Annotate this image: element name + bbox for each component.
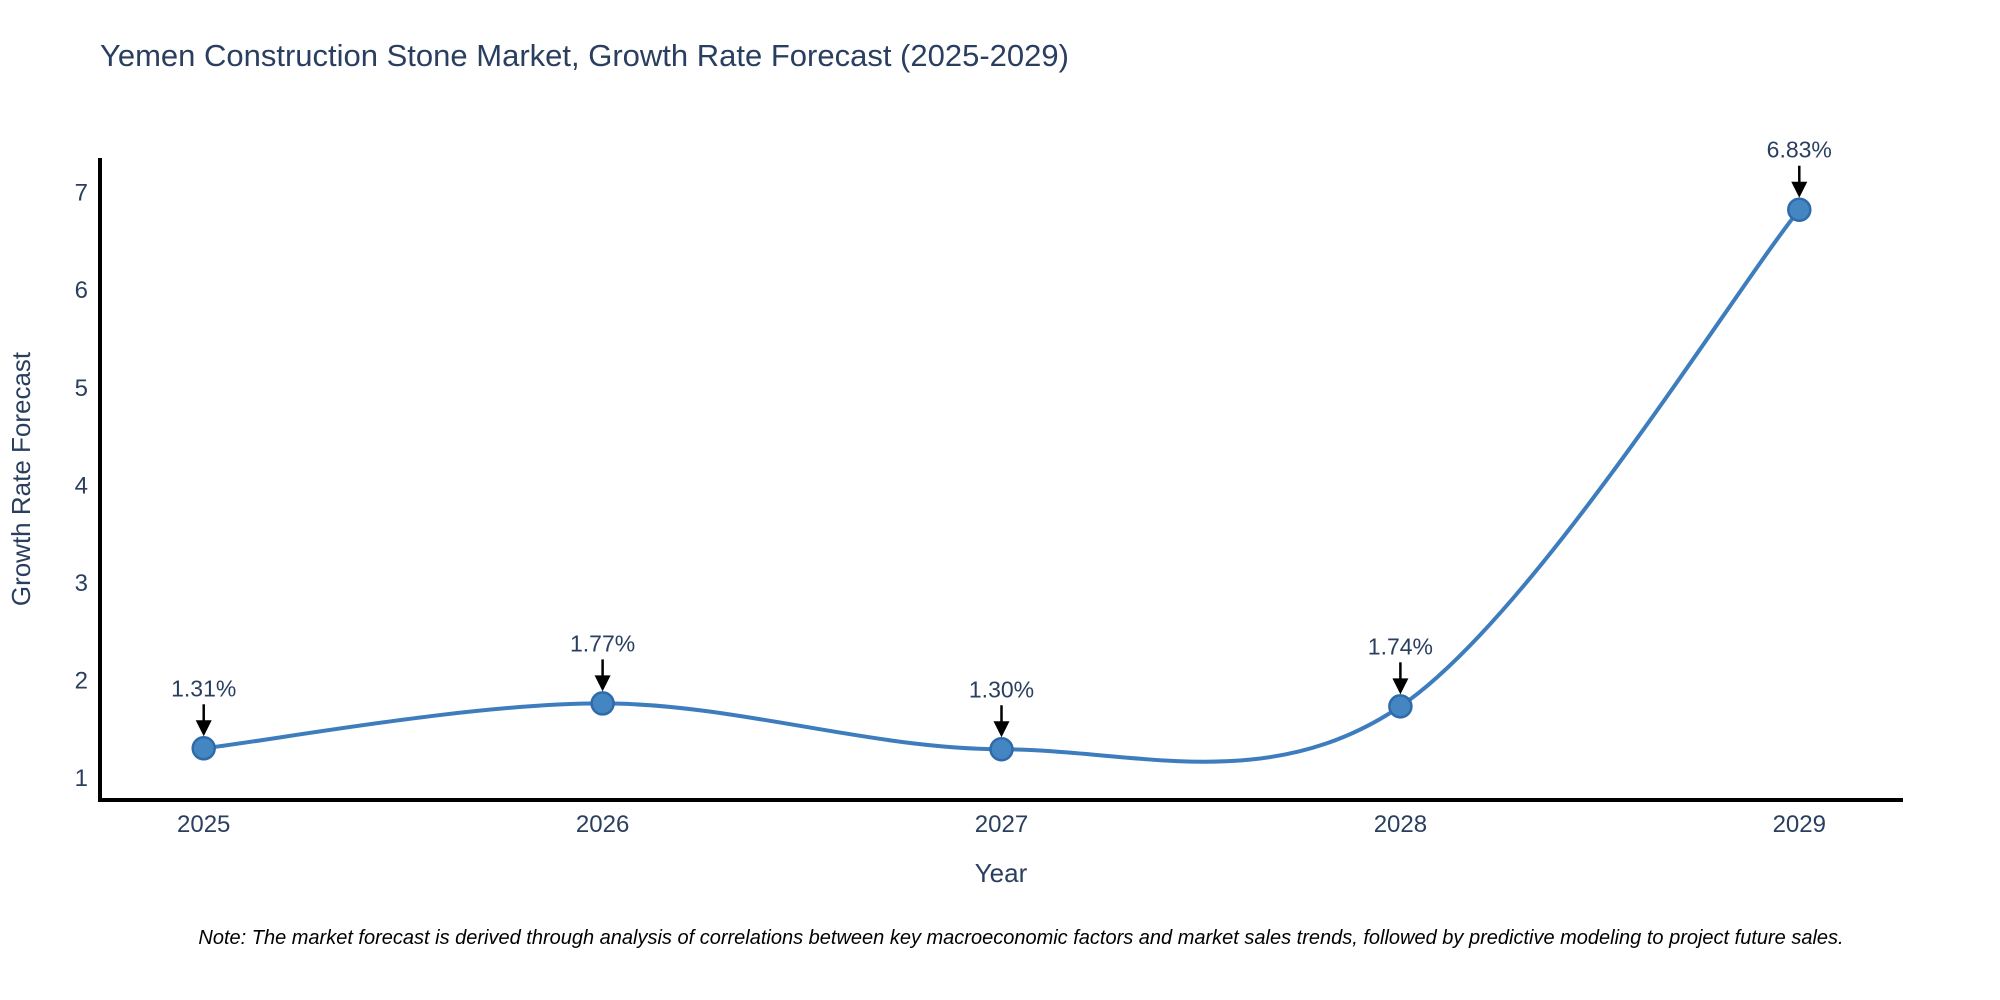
y-tick-label: 2 (75, 667, 88, 694)
data-point-marker[interactable] (191, 736, 216, 761)
x-tick-label: 2029 (1773, 811, 1826, 838)
point-annotation-label: 1.31% (171, 675, 236, 701)
footnote: Note: The market forecast is derived thr… (198, 927, 1843, 949)
y-tick-label: 6 (75, 277, 88, 304)
point-annotation-label: 1.74% (1368, 633, 1433, 659)
data-point-marker[interactable] (1787, 197, 1812, 222)
y-tick-label: 4 (75, 472, 88, 499)
point-annotation-label: 6.83% (1767, 137, 1832, 163)
y-axis-ticks: 1 2 3 4 5 6 7 (75, 180, 88, 792)
data-point-marker[interactable] (989, 737, 1014, 762)
point-annotations: 1.31% 1.77% 1.30% 1.74% 6.83% (171, 137, 1832, 738)
x-tick-label: 2027 (975, 811, 1028, 838)
x-axis-title: Year (975, 858, 1028, 888)
x-axis-ticks: 2025 2026 2027 2028 2029 (177, 811, 1826, 838)
annotation-arrowhead-icon (1392, 678, 1409, 695)
annotation-arrowhead-icon (195, 720, 212, 737)
point-annotation-label: 1.77% (570, 630, 635, 656)
y-tick-label: 3 (75, 570, 88, 597)
y-tick-label: 5 (75, 375, 88, 402)
x-tick-label: 2028 (1374, 811, 1427, 838)
chart-title: Yemen Construction Stone Market, Growth … (100, 38, 1069, 73)
data-point-marker[interactable] (1388, 694, 1413, 719)
y-axis-title: Growth Rate Forecast (6, 351, 36, 606)
series-line (201, 207, 1802, 764)
y-tick-label: 7 (75, 180, 88, 207)
annotation-arrowhead-icon (993, 721, 1010, 738)
data-point-marker[interactable] (590, 691, 615, 716)
annotation-arrowhead-icon (594, 675, 611, 692)
x-tick-label: 2025 (177, 811, 230, 838)
point-annotation-label: 1.30% (969, 676, 1034, 702)
y-tick-label: 1 (75, 765, 88, 792)
x-tick-label: 2026 (576, 811, 629, 838)
line-series (191, 197, 1812, 764)
annotation-arrowhead-icon (1791, 181, 1808, 198)
